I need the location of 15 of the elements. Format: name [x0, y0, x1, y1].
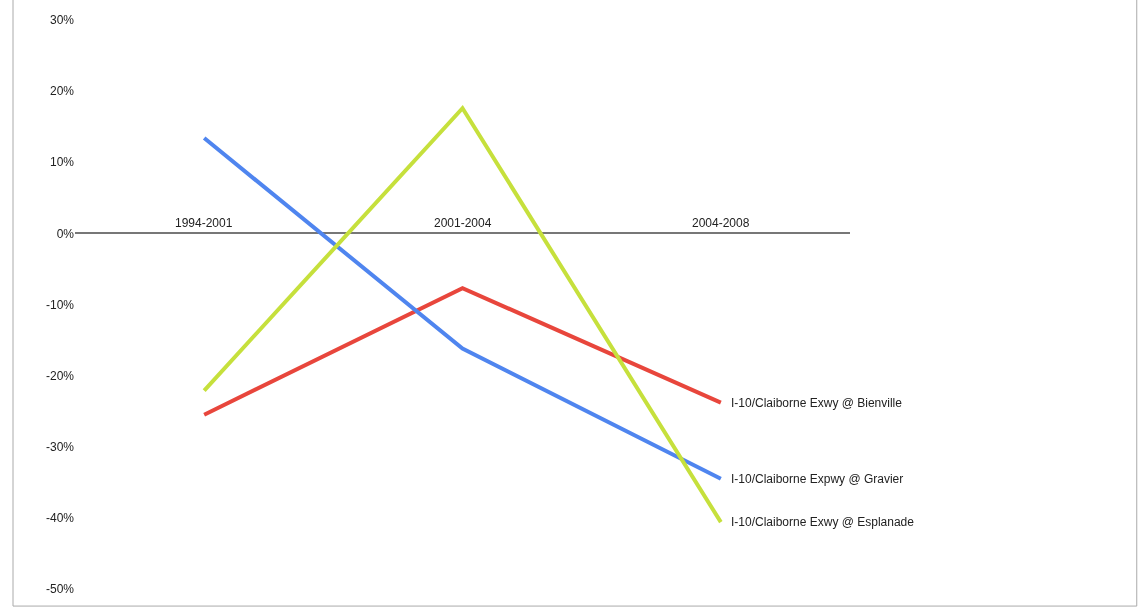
y-tick-label: -50% [45, 582, 75, 597]
x-tick-label: 1994-2001 [175, 216, 233, 230]
y-tick-label: -20% [45, 368, 75, 383]
series-label: I-10/Claiborne Exwy @ Bienville [731, 396, 903, 410]
x-tick-label: 2004-2008 [692, 216, 750, 230]
y-tick-label: 20% [49, 84, 75, 99]
y-tick-label: -40% [45, 511, 75, 526]
y-tick-label: 0% [56, 226, 75, 241]
y-tick-label: -30% [45, 439, 75, 454]
y-tick-label: -10% [45, 297, 75, 312]
series-label: I-10/Claiborne Expwy @ Gravier [731, 472, 904, 486]
series-label: I-10/Claiborne Exwy @ Esplanade [731, 515, 915, 529]
y-tick-label: 30% [49, 13, 75, 28]
x-tick-label: 2001-2004 [434, 216, 492, 230]
y-tick-label: 10% [49, 155, 75, 170]
